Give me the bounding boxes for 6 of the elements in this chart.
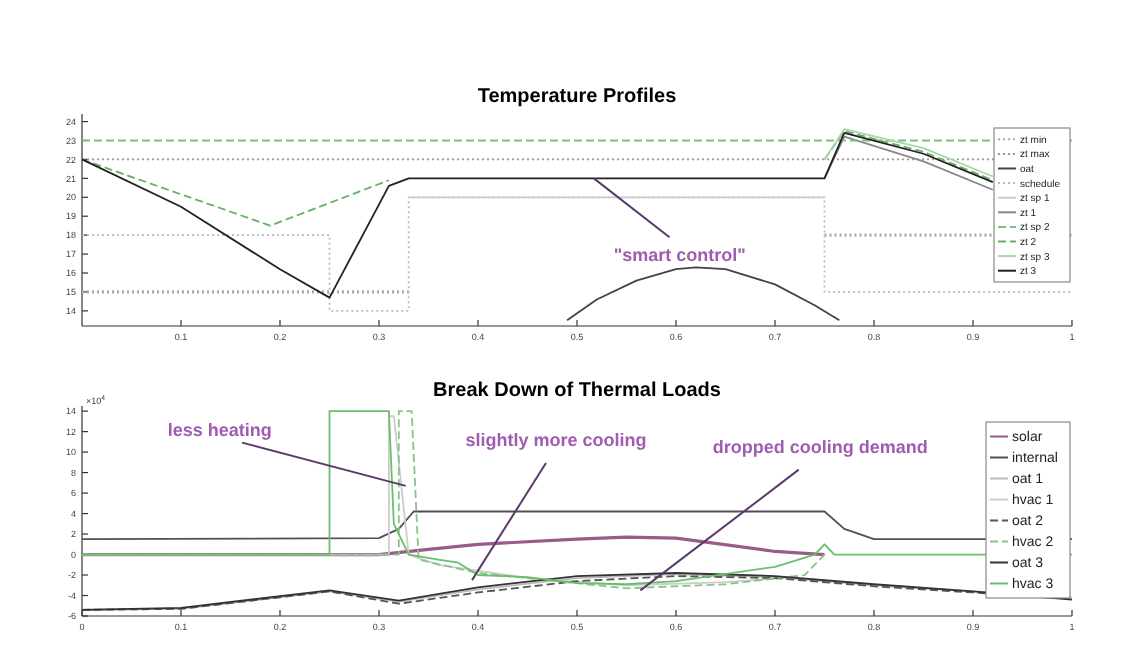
annotation: less heating	[167, 420, 272, 441]
annotation: "smart control"	[613, 244, 746, 265]
chart-title: Temperature Profiles	[477, 86, 678, 108]
annotation: slightly more cooling	[465, 430, 647, 451]
chart-title: Break Down of Thermal Loads	[433, 380, 722, 402]
annotation: dropped cooling demand	[712, 436, 928, 457]
